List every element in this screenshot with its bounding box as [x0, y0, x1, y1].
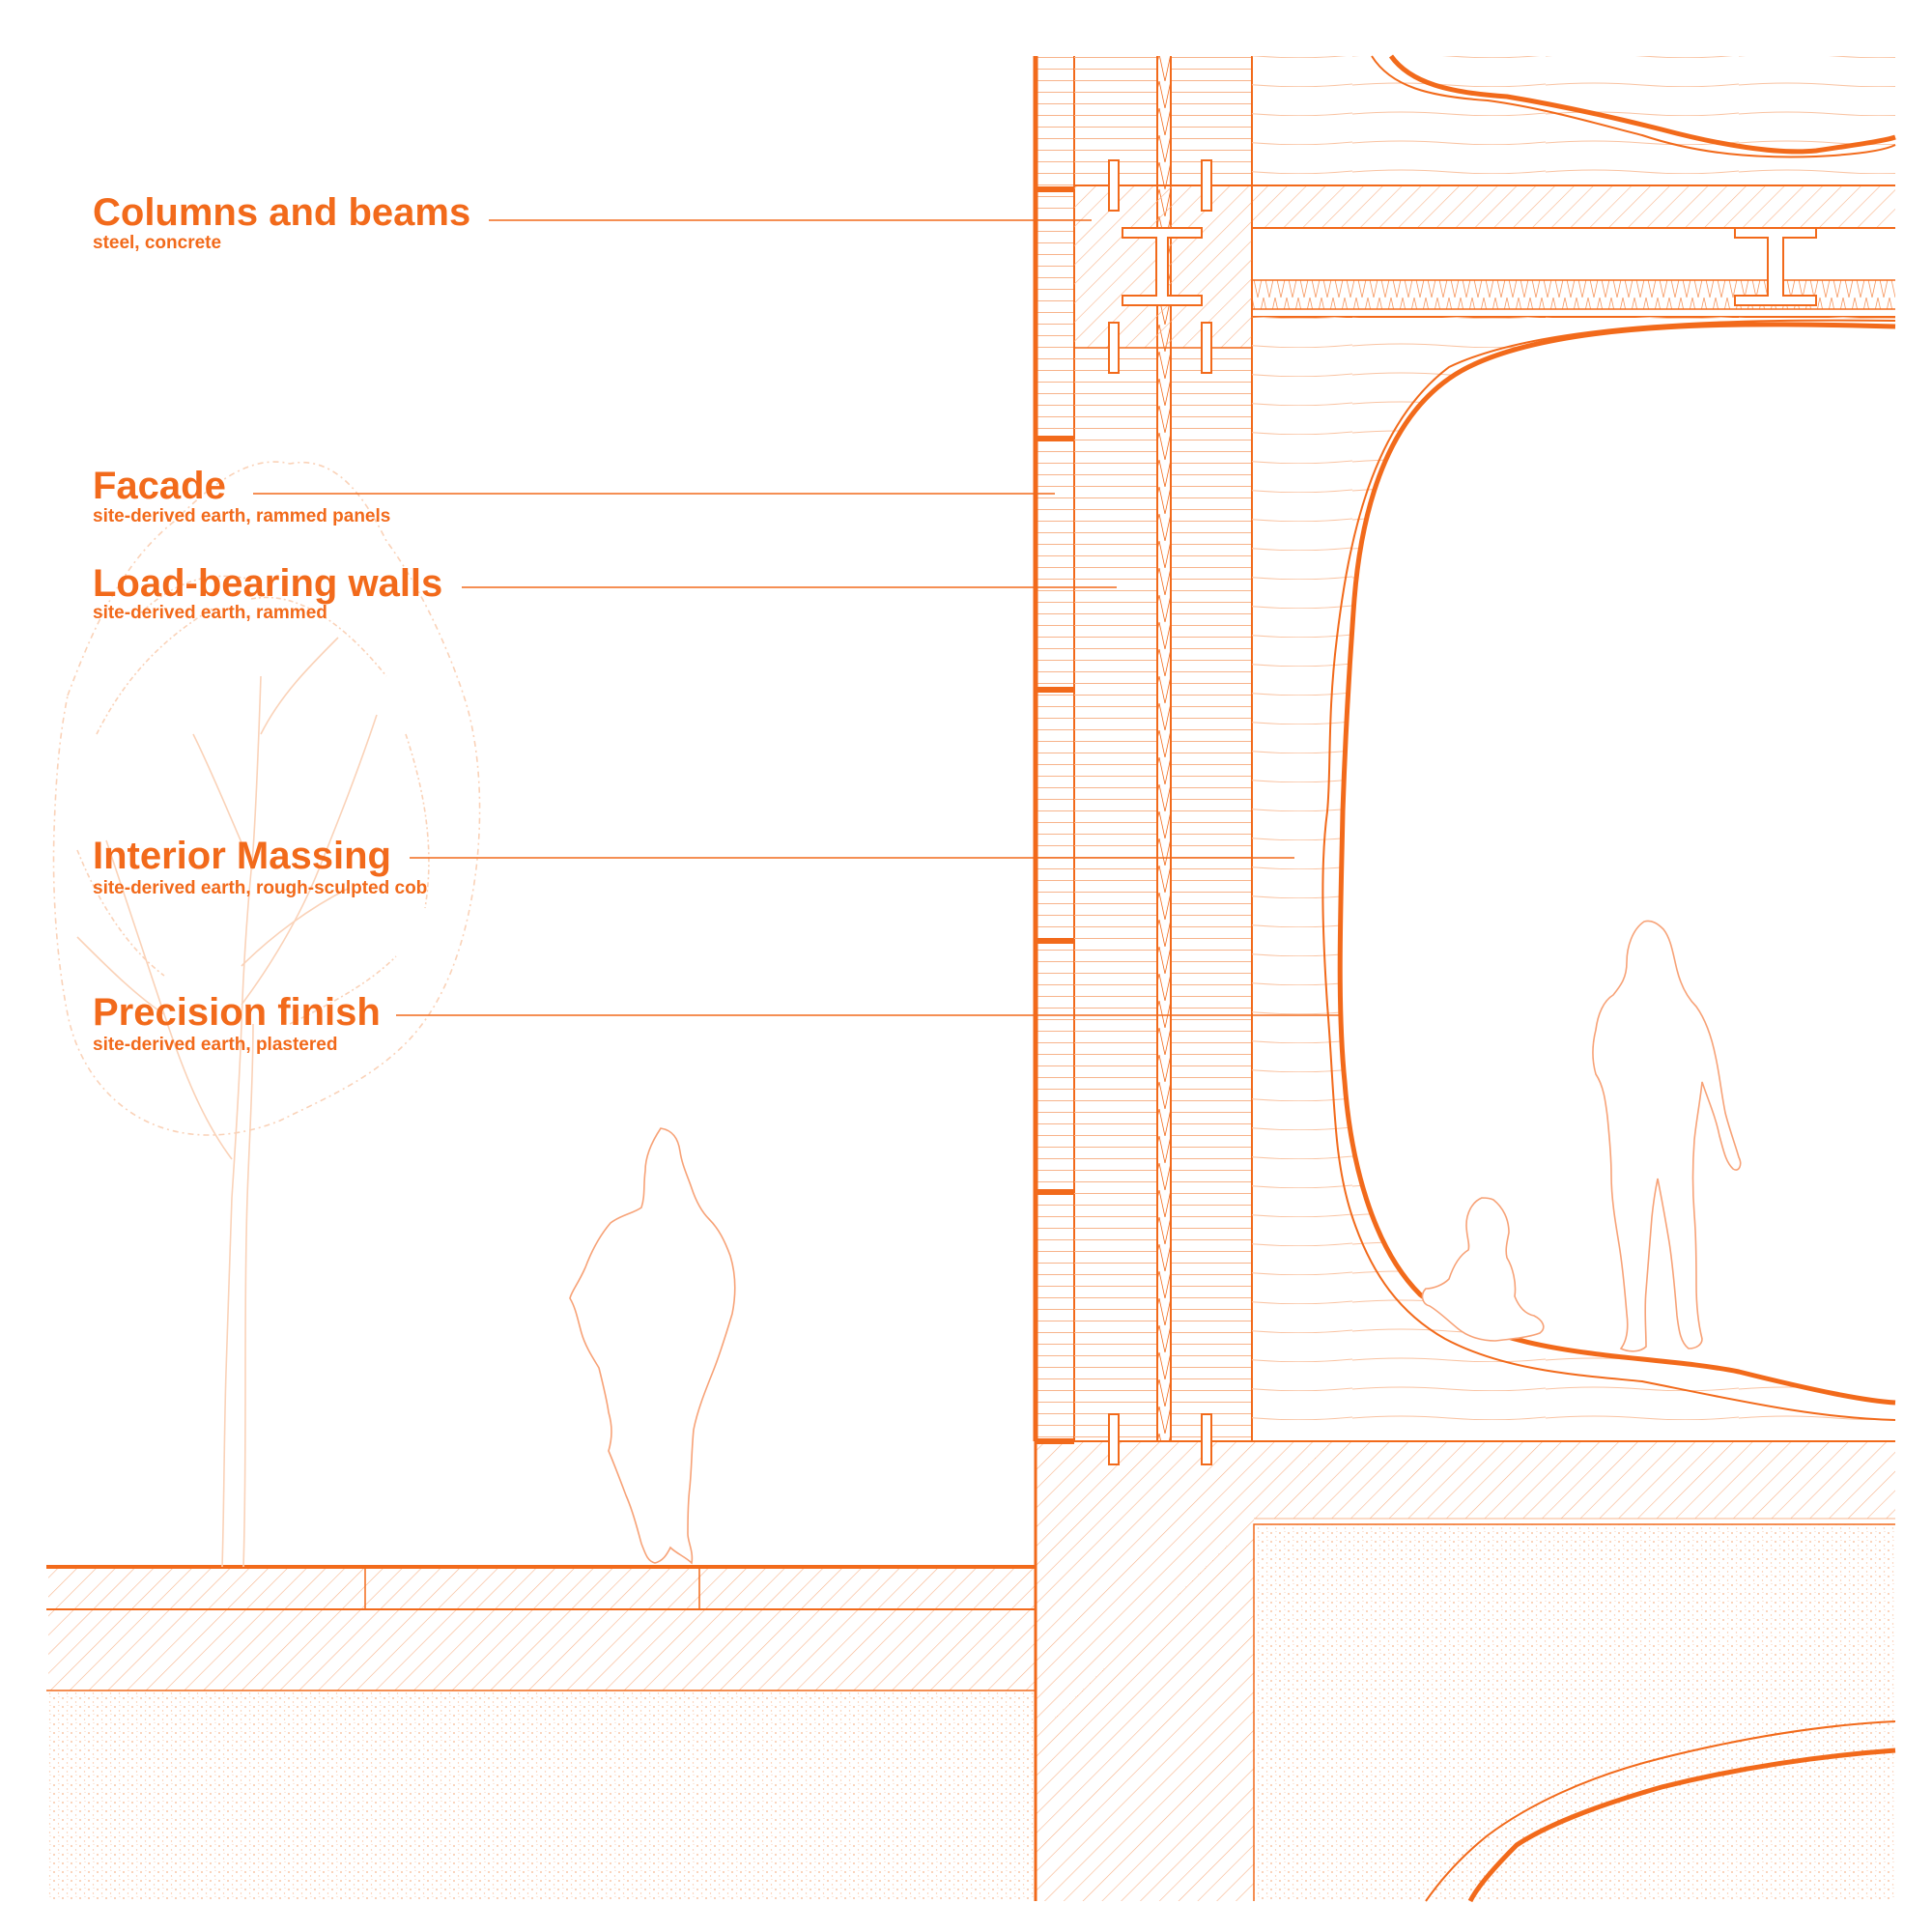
label-interior-massing-subtitle: site-derived earth, rough-sculpted cob — [93, 878, 428, 898]
floor-slab — [1074, 159, 1895, 1465]
label-load-bearing-walls-subtitle: site-derived earth, rammed — [93, 603, 327, 623]
label-load-bearing-walls-title: Load-bearing walls — [93, 562, 443, 605]
label-columns-and-beams-title: Columns and beams — [93, 191, 471, 234]
interior-massing — [1252, 54, 1896, 1903]
tree-silhouette — [52, 461, 481, 1568]
label-interior-massing-title: Interior Massing — [93, 835, 391, 877]
label-facade-subtitle: site-derived earth, rammed panels — [93, 506, 391, 526]
label-facade-title: Facade — [93, 465, 226, 507]
label-precision-finish-subtitle: site-derived earth, plastered — [93, 1035, 338, 1055]
label-precision-finish-title: Precision finish — [93, 991, 381, 1034]
leader-lines — [253, 219, 1343, 1016]
person-standing — [1592, 920, 1742, 1352]
person-walking — [569, 1127, 736, 1565]
exterior-ground — [46, 1565, 1036, 1901]
label-columns-and-beams-subtitle: steel, concrete — [93, 233, 222, 253]
foundation — [1034, 1440, 1895, 1901]
load-bearing-wall — [1074, 56, 1253, 1441]
child-sitting — [1421, 1197, 1545, 1342]
facade-panels — [1033, 56, 1075, 1444]
